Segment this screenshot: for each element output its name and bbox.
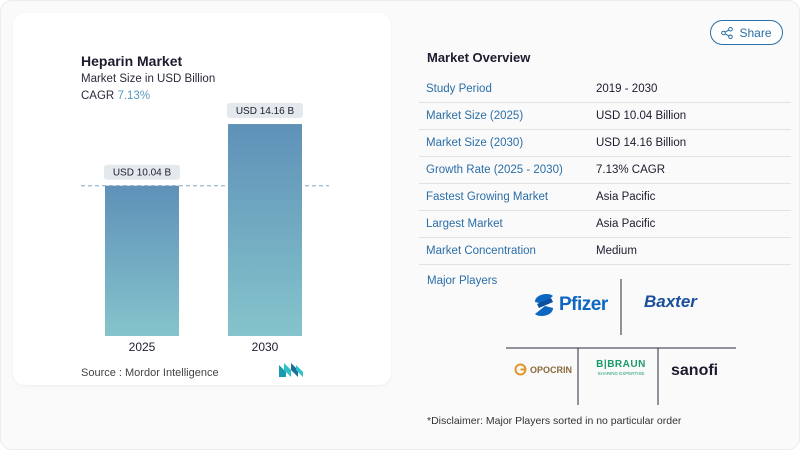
overview-row-concentration: Market Concentration Medium	[419, 238, 791, 265]
opocrin-logo: OPOCRIN	[514, 363, 572, 376]
overview-row-growth-rate: Growth Rate (2025 - 2030) 7.13% CAGR	[419, 157, 791, 184]
overview-label: Study Period	[426, 83, 492, 95]
pfizer-logo-text: Pfizer	[559, 294, 608, 315]
overview-row-fastest-growing: Fastest Growing Market Asia Pacific	[419, 184, 791, 211]
bar-2030	[228, 124, 302, 337]
overview-value: 7.13% CAGR	[596, 164, 666, 176]
x-tick-label: 2030	[252, 340, 279, 354]
bar-2025	[105, 185, 179, 336]
share-button[interactable]: Share	[710, 20, 783, 45]
share-icon	[721, 26, 734, 39]
overview-value: Asia Pacific	[596, 218, 656, 230]
disclaimer-text: *Disclaimer: Major Players sorted in no …	[427, 415, 682, 427]
baxter-logo: Baxter	[644, 292, 697, 311]
overview-title: Market Overview	[427, 50, 531, 65]
overview-value: USD 14.16 Billion	[596, 137, 687, 149]
cagr-text: CAGR 7.13%	[81, 90, 150, 102]
overview-value: USD 10.04 Billion	[596, 110, 687, 122]
overview-value: Medium	[596, 245, 637, 257]
overview-value: 2019 - 2030	[596, 83, 658, 95]
opocrin-circle-icon	[514, 363, 527, 376]
bbraun-logo-text: B|BRAUN	[596, 359, 646, 370]
overview-row-largest-market: Largest Market Asia Pacific	[419, 211, 791, 238]
x-tick-label: 2025	[129, 340, 156, 354]
overview-label: Market Size (2030)	[426, 137, 524, 149]
sanofi-logo: sanofi	[671, 362, 719, 379]
pfizer-logo: Pfizer	[531, 290, 608, 320]
share-label: Share	[739, 25, 772, 40]
overview-row-market-size-2030: Market Size (2030) USD 14.16 Billion	[419, 130, 791, 157]
bbraun-tagline: SHARING EXPERTISE	[597, 371, 645, 376]
overview-value: Asia Pacific	[596, 191, 656, 203]
data-label: USD 14.16 B	[236, 106, 295, 117]
major-players-label: Major Players	[427, 275, 498, 287]
overview-label: Growth Rate (2025 - 2030)	[426, 164, 563, 176]
data-label: USD 10.04 B	[113, 168, 172, 179]
data-label-bg	[227, 103, 303, 119]
overview-row-market-size-2025: Market Size (2025) USD 10.04 Billion	[419, 103, 791, 130]
overview-label: Market Size (2025)	[426, 110, 524, 122]
bar-chart: USD 10.04 B 2025 USD 14.16 B 2030	[81, 103, 329, 354]
data-label-bg	[104, 164, 180, 180]
overview-label: Market Concentration	[426, 245, 536, 257]
source-text: Source : Mordor Intelligence	[81, 367, 219, 379]
players-grid	[506, 279, 736, 405]
chart-card	[13, 13, 391, 385]
pfizer-pill-icon	[535, 294, 553, 316]
overview-label: Largest Market	[426, 218, 503, 230]
opocrin-logo-text: OPOCRIN	[530, 364, 573, 375]
overview-label: Fastest Growing Market	[426, 191, 549, 203]
cagr-label: CAGR	[81, 90, 115, 102]
cagr-value: 7.13%	[117, 90, 151, 102]
chart-subtitle: Market Size in USD Billion	[81, 73, 216, 85]
overview-row-study-period: Study Period 2019 - 2030	[419, 76, 791, 103]
bbraun-logo: B|BRAUN SHARING EXPERTISE	[589, 359, 653, 376]
chart-title: Heparin Market	[81, 53, 183, 69]
mordor-logo-icon	[279, 363, 303, 382]
